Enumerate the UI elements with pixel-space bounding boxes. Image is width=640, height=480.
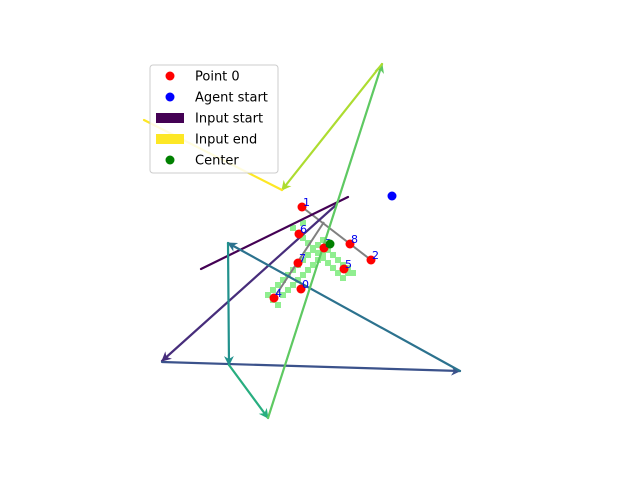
region-cell (270, 287, 276, 293)
region-cell (300, 220, 306, 226)
region-cell (345, 270, 351, 276)
legend-label-center: Center (195, 154, 239, 169)
region-cell (335, 270, 341, 276)
region-cell (335, 257, 341, 263)
point-label-5: 5 (345, 258, 352, 271)
legend-label-point0: Point 0 (195, 70, 240, 85)
region-cell (280, 277, 286, 283)
point-1 (297, 202, 307, 212)
legend-marker-agent-start (165, 92, 175, 102)
point-8 (345, 239, 355, 249)
trajectory-segment-4 (223, 241, 234, 367)
point-6 (294, 229, 304, 239)
legend-label-agent-start: Agent start (195, 91, 268, 106)
region-cell (275, 282, 281, 288)
region-cell (315, 250, 321, 256)
trajectory-segment-1 (160, 203, 338, 363)
region-cell (300, 235, 306, 241)
region-cell (305, 267, 311, 273)
region-cell (310, 245, 316, 251)
point-0 (296, 284, 306, 294)
point-label-4: 4 (275, 287, 282, 300)
point-label-0: 0 (302, 278, 309, 291)
region-cell (300, 272, 306, 278)
point-label-2: 2 (372, 249, 379, 262)
point-label-1: 1 (303, 196, 310, 209)
point-label-7: 7 (299, 252, 306, 265)
region-cell (340, 275, 346, 281)
region-cell (300, 257, 306, 263)
region-cell (275, 302, 281, 308)
region-cell (265, 292, 271, 298)
region-cell (325, 260, 331, 266)
center-point (325, 239, 335, 249)
polygon-outline-segment (301, 206, 372, 261)
region-cell (280, 292, 286, 298)
trajectory-segment-5 (227, 363, 270, 420)
point-label-6: 6 (300, 223, 307, 236)
legend-frame (149, 64, 279, 174)
trajectory-segment-6 (266, 62, 384, 420)
region-cell (310, 262, 316, 268)
region-cell (350, 270, 356, 276)
point-label-8: 8 (351, 233, 358, 246)
region-cell (290, 225, 296, 231)
legend-marker-input-end (156, 134, 184, 144)
region-cell (295, 277, 301, 283)
trajectory-segment-7 (280, 62, 384, 192)
trajectory-segment-0 (199, 195, 350, 271)
region-cell (330, 265, 336, 271)
trajectory-segment-3 (226, 241, 462, 373)
trajectory-segment-2 (160, 360, 462, 376)
legend-marker-center (165, 155, 175, 165)
region-cell (320, 252, 326, 258)
point-5 (339, 264, 349, 274)
legend-marker-input-start (156, 113, 184, 123)
region-cell (315, 242, 321, 248)
region-cell (320, 237, 326, 243)
agent-start-point (387, 191, 397, 201)
legend-label-input-start: Input start (195, 112, 263, 127)
region-cell (305, 252, 311, 258)
region-cell (305, 240, 311, 246)
region-cell (290, 282, 296, 288)
region-cell (330, 252, 336, 258)
point-layer: 012345678 (269, 191, 397, 303)
legend-marker-point0 (165, 71, 175, 81)
legend-label-input-end: Input end (195, 133, 257, 148)
point-7 (293, 258, 303, 268)
point-4 (269, 293, 279, 303)
legend: Point 0 Agent start Input start Input en… (149, 64, 279, 174)
point-2 (366, 255, 376, 265)
region-cell (285, 287, 291, 293)
